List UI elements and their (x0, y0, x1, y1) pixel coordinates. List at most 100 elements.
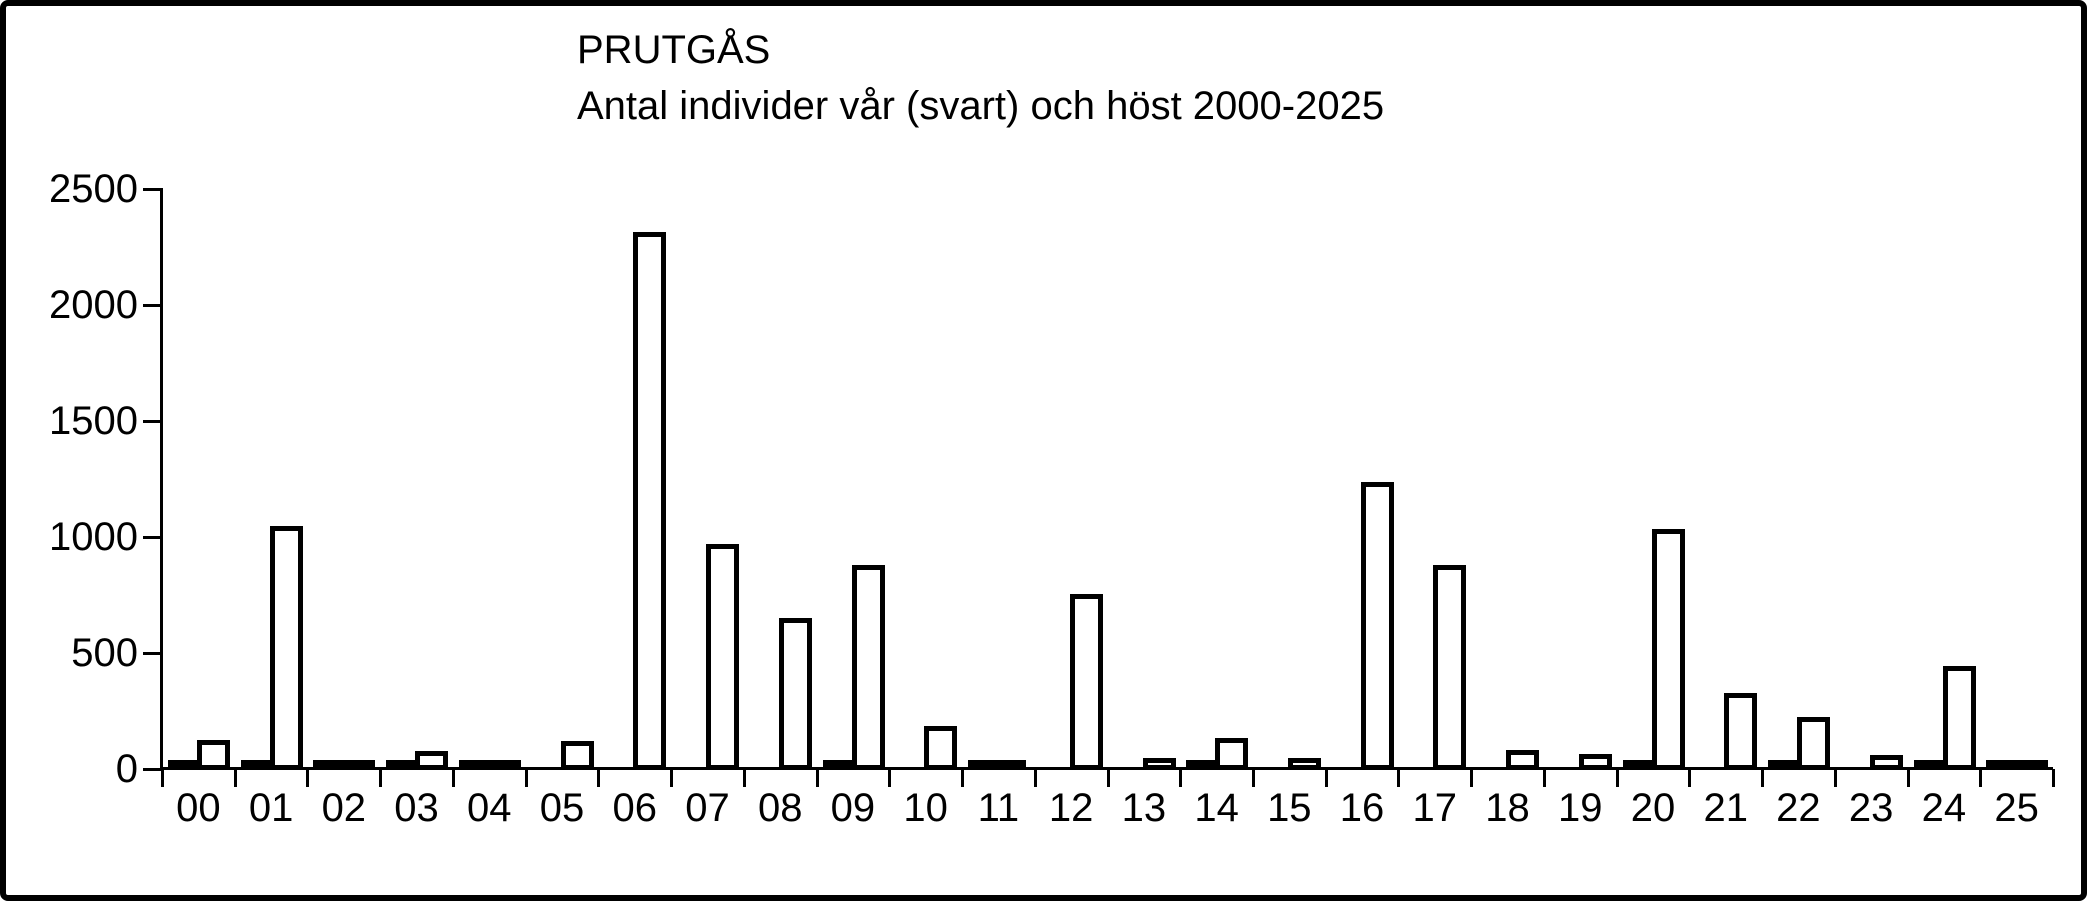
bar-host-17 (1433, 565, 1467, 770)
x-tick-24 (1906, 769, 1910, 787)
bar-host-13 (1142, 758, 1176, 770)
x-tick-17 (1397, 769, 1401, 787)
bar-host-08 (778, 618, 812, 770)
x-label-18: 18 (1485, 786, 1530, 830)
x-tick-19 (1542, 769, 1546, 787)
x-label-24: 24 (1921, 786, 1967, 830)
x-label-06: 06 (612, 786, 657, 830)
x-tick-10 (888, 769, 892, 787)
bar-host-05 (560, 741, 594, 770)
x-tick-21 (1688, 769, 1692, 787)
y-tick-label-1500: 1500 (49, 399, 138, 443)
x-label-09: 09 (830, 786, 876, 830)
x-label-16: 16 (1339, 786, 1385, 830)
bar-var-04 (458, 760, 517, 769)
x-tick-11 (961, 769, 965, 787)
bar-host-24 (1942, 666, 1976, 770)
y-tick-label-500: 500 (71, 631, 138, 675)
x-tick-3 (379, 769, 383, 787)
x-tick-14 (1179, 769, 1183, 787)
x-tick-22 (1761, 769, 1765, 787)
x-tick-12 (1033, 769, 1037, 787)
x-label-03: 03 (394, 786, 439, 830)
x-label-25: 25 (1994, 786, 2039, 830)
x-label-02: 02 (321, 786, 367, 830)
x-tick-2 (306, 769, 310, 787)
bar-host-07 (706, 544, 740, 770)
y-tick-label-2500: 2500 (49, 167, 138, 211)
bar-var-02 (313, 760, 372, 769)
bar-host-23 (1869, 755, 1903, 770)
x-tick-0 (161, 769, 164, 787)
bar-host-20 (1651, 529, 1685, 770)
x-tick-5 (524, 769, 528, 787)
y-tick-0 (143, 768, 162, 771)
bar-host-02 (343, 760, 376, 769)
x-tick-13 (1106, 769, 1110, 787)
x-label-05: 05 (539, 786, 585, 830)
x-tick-23 (1833, 769, 1837, 787)
x-tick-9 (815, 769, 819, 787)
y-tick-label-0: 0 (115, 747, 138, 791)
bar-host-00 (197, 740, 230, 770)
bar-host-09 (851, 565, 885, 770)
x-tick-18 (1470, 769, 1474, 787)
bar-host-19 (1578, 754, 1612, 770)
bar-host-15 (1287, 758, 1321, 770)
x-tick-1 (233, 769, 237, 787)
x-tick-7 (670, 769, 674, 787)
x-tick-6 (597, 769, 601, 787)
x-label-19: 19 (1557, 786, 1603, 830)
x-label-23: 23 (1848, 786, 1894, 830)
bar-host-14 (1215, 738, 1249, 770)
y-tick-2000 (143, 304, 162, 307)
x-tick-25 (1979, 769, 1983, 787)
x-tick-26 (2052, 769, 2055, 787)
y-tick-2500 (143, 188, 162, 191)
x-label-01: 01 (248, 786, 294, 830)
bar-host-06 (633, 232, 667, 770)
x-label-15: 15 (1267, 786, 1312, 830)
y-tick-1000 (143, 536, 162, 539)
x-label-17: 17 (1412, 786, 1458, 830)
y-tick-label-2000: 2000 (49, 283, 138, 327)
x-tick-20 (1615, 769, 1619, 787)
chart-subtitle: Antal individer vår (svart) och höst 200… (577, 84, 1385, 128)
x-label-07: 07 (685, 786, 730, 830)
bar-host-04 (488, 760, 521, 769)
x-tick-15 (1251, 769, 1255, 787)
x-tick-16 (1324, 769, 1328, 787)
x-label-13: 13 (1121, 786, 1167, 830)
bar-host-10 (924, 726, 958, 770)
bar-host-01 (269, 526, 303, 770)
bar-host-12 (1069, 594, 1103, 770)
bar-host-03 (415, 751, 449, 770)
bar-host-25 (2016, 760, 2049, 769)
x-label-14: 14 (1194, 786, 1239, 830)
x-label-21: 21 (1703, 786, 1748, 830)
bar-var-25 (1986, 760, 2045, 769)
x-label-22: 22 (1776, 786, 1821, 830)
x-label-12: 12 (1048, 786, 1094, 830)
chart-title-block: PRUTGÅS Antal individer vår (svart) och … (577, 22, 1384, 134)
x-axis-line (161, 767, 2053, 770)
y-tick-label-1000: 1000 (49, 515, 138, 559)
y-tick-1500 (143, 420, 162, 423)
bar-var-11 (968, 760, 1027, 769)
chart-title: PRUTGÅS (577, 28, 771, 72)
x-label-10: 10 (903, 786, 948, 830)
bar-host-16 (1360, 482, 1394, 770)
y-tick-500 (143, 652, 162, 655)
x-tick-8 (742, 769, 746, 787)
x-label-00: 00 (176, 786, 221, 830)
x-label-11: 11 (977, 786, 1020, 830)
bar-host-22 (1797, 717, 1831, 770)
bar-host-18 (1506, 750, 1540, 770)
y-axis-line (160, 188, 163, 770)
x-label-08: 08 (757, 786, 803, 830)
x-label-20: 20 (1630, 786, 1676, 830)
x-label-04: 04 (467, 786, 512, 830)
bar-host-21 (1724, 693, 1758, 770)
x-tick-4 (451, 769, 455, 787)
